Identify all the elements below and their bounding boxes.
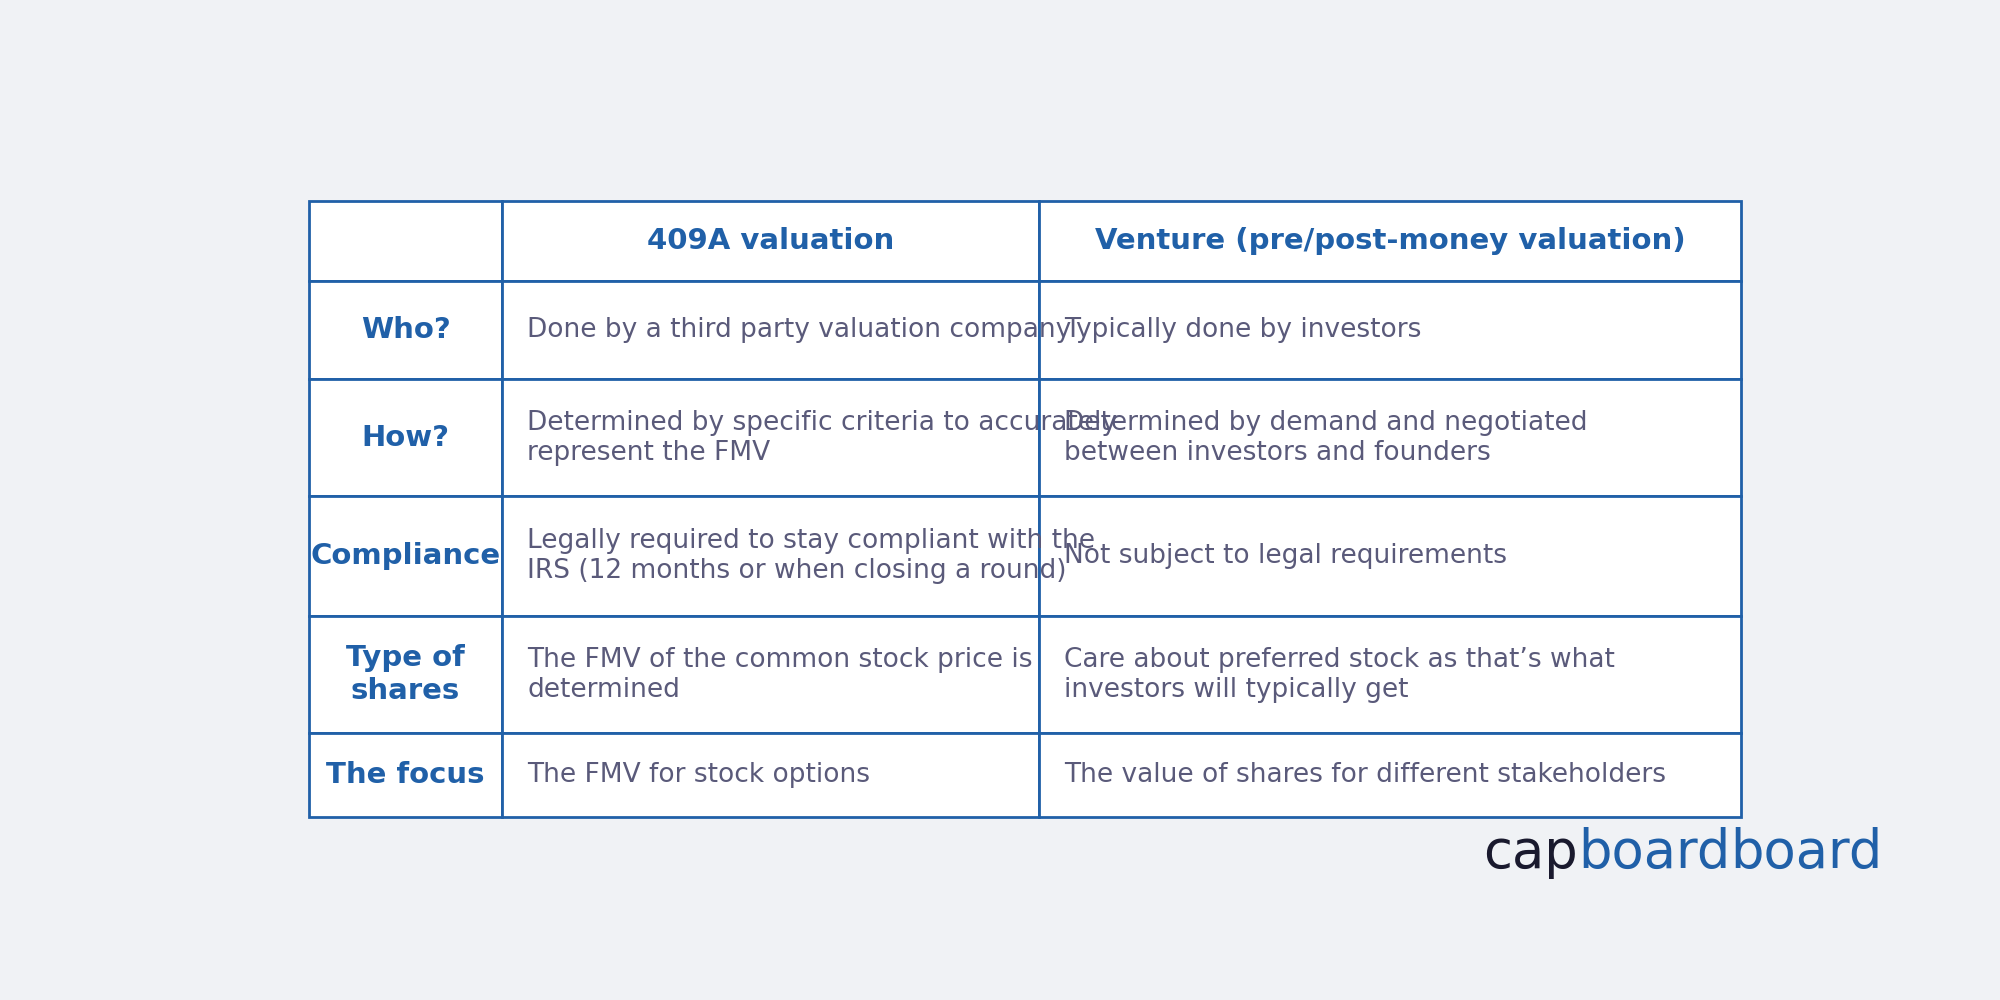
Text: Not subject to legal requirements: Not subject to legal requirements [1064,543,1508,569]
Bar [1040,496,1742,616]
Bar [308,496,502,616]
Text: board: board [1578,827,1730,879]
Text: Compliance: Compliance [310,542,500,570]
Bar [502,616,1040,733]
Text: Who?: Who? [360,316,450,344]
Text: cap: cap [1484,827,1578,879]
Text: 409A valuation: 409A valuation [648,227,894,255]
Bar [308,733,502,817]
Text: The focus: The focus [326,761,484,789]
Bar [308,201,502,281]
Text: Typically done by investors: Typically done by investors [1064,317,1422,343]
Text: Determined by specific criteria to accurately
represent the FMV: Determined by specific criteria to accur… [528,410,1118,466]
Bar [308,281,502,379]
Text: The value of shares for different stakeholders: The value of shares for different stakeh… [1064,762,1666,788]
Bar [502,379,1040,496]
Text: Type of
shares: Type of shares [346,644,464,705]
Bar [502,201,1040,281]
Bar [1040,379,1742,496]
Bar [308,379,502,496]
Bar [1040,201,1742,281]
Bar [502,733,1040,817]
Text: The FMV of the common stock price is
determined: The FMV of the common stock price is det… [528,647,1032,703]
Bar [308,616,502,733]
Bar [1040,616,1742,733]
Text: Determined by demand and negotiated
between investors and founders: Determined by demand and negotiated betw… [1064,410,1588,466]
Bar [502,496,1040,616]
Bar [1040,281,1742,379]
Text: Venture (pre/post-money valuation): Venture (pre/post-money valuation) [1094,227,1686,255]
Text: How?: How? [362,424,450,452]
Bar [1040,733,1742,817]
Text: Done by a third party valuation company: Done by a third party valuation company [528,317,1072,343]
Text: board: board [1730,827,1882,879]
Text: Legally required to stay compliant with the
IRS (12 months or when closing a rou: Legally required to stay compliant with … [528,528,1096,584]
Bar [502,281,1040,379]
Text: The FMV for stock options: The FMV for stock options [528,762,870,788]
Text: Care about preferred stock as that’s what
investors will typically get: Care about preferred stock as that’s wha… [1064,647,1614,703]
